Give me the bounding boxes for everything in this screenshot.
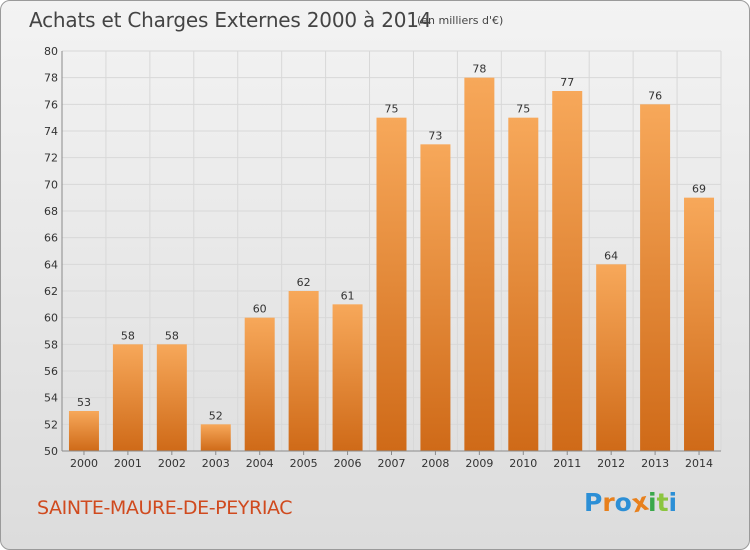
x-tick-label: 2001: [114, 457, 142, 470]
y-tick-label: 68: [44, 205, 58, 218]
y-tick-label: 54: [44, 392, 58, 405]
y-tick-label: 66: [44, 232, 58, 245]
bar-2011: [552, 91, 583, 451]
logo-letter: r: [602, 488, 615, 517]
x-tick-label: 2013: [641, 457, 669, 470]
bar-2001: [112, 344, 143, 451]
data-label: 58: [121, 329, 135, 342]
y-tick-label: 56: [44, 365, 58, 378]
data-label: 75: [516, 103, 530, 116]
y-tick-label: 60: [44, 312, 58, 325]
bar-2004: [244, 317, 275, 451]
x-tick-label: 2005: [290, 457, 318, 470]
logo-letter: o: [614, 488, 632, 517]
bar-2005: [288, 291, 319, 451]
x-tick-label: 2009: [465, 457, 493, 470]
bar-2014: [684, 197, 715, 451]
data-label: 53: [77, 396, 91, 409]
y-tick-label: 58: [44, 338, 58, 351]
data-label: 77: [560, 76, 574, 89]
data-label: 60: [253, 303, 267, 316]
bar-2002: [156, 344, 187, 451]
bar-2010: [508, 117, 539, 452]
y-tick-label: 74: [44, 125, 58, 138]
bar-2012: [596, 264, 627, 451]
y-tick-label: 76: [44, 98, 58, 111]
x-tick-label: 2000: [70, 457, 98, 470]
data-label: 64: [604, 249, 618, 262]
logo-letter: i: [668, 488, 678, 517]
bar-2007: [376, 117, 407, 452]
y-tick-label: 72: [44, 152, 58, 165]
data-label: 78: [472, 63, 486, 76]
x-tick-label: 2006: [334, 457, 362, 470]
data-label: 52: [209, 409, 223, 422]
x-tick-label: 2008: [421, 457, 449, 470]
data-label: 75: [385, 103, 399, 116]
logo-letter: t: [656, 488, 669, 517]
place-name: SAINTE-MAURE-DE-PEYRIAC: [37, 497, 293, 519]
data-label: 69: [692, 183, 706, 196]
chart-unit: (en milliers d'€): [417, 14, 504, 27]
bar-2013: [640, 104, 671, 451]
y-tick-label: 50: [44, 445, 58, 458]
y-tick-label: 70: [44, 178, 58, 191]
data-label: 76: [648, 89, 662, 102]
proxiti-logo[interactable]: Proxiti: [584, 487, 678, 519]
chart-title: Achats et Charges Externes 2000 à 2014: [29, 8, 432, 32]
y-tick-label: 78: [44, 72, 58, 85]
data-label: 73: [428, 129, 442, 142]
data-label: 58: [165, 329, 179, 342]
data-label: 62: [297, 276, 311, 289]
x-tick-label: 2010: [509, 457, 537, 470]
bar-layer: 53 58 58 52 60 62 61 75 73 78 75 77 64 76 69: [68, 63, 715, 452]
bar-2009: [464, 77, 495, 452]
y-tick-label: 64: [44, 258, 58, 271]
y-tick-label: 52: [44, 418, 58, 431]
x-tick-label: 2011: [553, 457, 581, 470]
bar-2000: [68, 411, 99, 451]
y-tick-label: 80: [44, 45, 58, 58]
data-label: 61: [341, 289, 355, 302]
x-tick-label: 2004: [246, 457, 274, 470]
x-tick-label: 2014: [685, 457, 713, 470]
logo-letter: P: [584, 488, 603, 517]
x-tick-label: 2003: [202, 457, 230, 470]
bar-2006: [332, 304, 363, 451]
x-tick-label: 2007: [378, 457, 406, 470]
y-tick-label: 62: [44, 285, 58, 298]
axis-layer: 50 52 54 56 58 60 62 64 66 68 70 72 74 76 78 80 2000 2001…: [44, 45, 721, 470]
x-tick-label: 2012: [597, 457, 625, 470]
bar-2008: [420, 144, 451, 452]
bar-2003: [200, 424, 231, 451]
logo-letter: i: [648, 488, 657, 517]
x-tick-label: 2002: [158, 457, 186, 470]
